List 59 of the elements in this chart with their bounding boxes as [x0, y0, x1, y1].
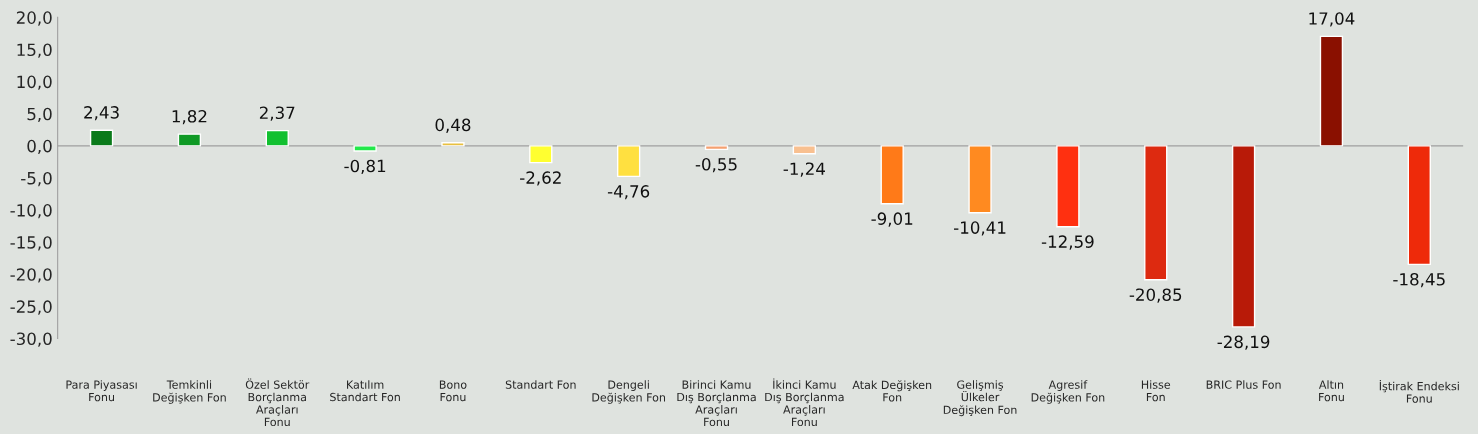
data-label: 2,37 — [259, 106, 295, 121]
bar — [792, 145, 817, 155]
bar — [177, 133, 202, 147]
x-tick-label: Bono Fonu — [439, 380, 467, 402]
data-label: -28,19 — [1217, 335, 1270, 350]
x-tick-label: Birinci Kamu Dış Borçlanma Araçları Fonu — [677, 380, 756, 427]
bar — [1231, 145, 1256, 328]
data-label: -18,45 — [1393, 272, 1445, 288]
data-label: -9,01 — [871, 212, 913, 227]
bar — [441, 142, 465, 147]
x-tick-label: BRIC Plus Fon — [1206, 380, 1281, 389]
bar — [1407, 145, 1431, 266]
x-tick-label: Temkinli Değişken Fon — [153, 380, 226, 404]
bar — [968, 145, 992, 214]
x-tick-label: Atak Değişken Fon — [852, 380, 932, 402]
data-label: -0,55 — [695, 157, 737, 173]
y-tick-label: 0,0 — [27, 139, 52, 155]
y-tick-label: 5,0 — [27, 107, 52, 122]
data-label: 0,48 — [435, 118, 471, 133]
y-tick-label: -15,0 — [10, 236, 52, 251]
data-label: 2,43 — [84, 106, 119, 121]
x-tick-label: Altın Fonu — [1318, 380, 1344, 402]
bar — [1144, 145, 1168, 281]
x-tick-label: Özel Sektör Borçlanma Araçları Fonu — [245, 378, 310, 427]
y-tick-label: -25,0 — [10, 300, 52, 315]
x-tick-label: Dengeli Değişken Fon — [592, 380, 666, 404]
data-label: -12,59 — [1041, 235, 1094, 250]
y-tick-label: -5,0 — [21, 171, 52, 187]
x-tick-label: Agresif Değişken Fon — [1031, 380, 1105, 404]
x-tick-label: İkinci Kamu Dış Borçlanma Araçları Fonu — [765, 378, 844, 427]
bar — [353, 145, 377, 152]
bar — [265, 129, 289, 147]
data-label: -4,76 — [607, 185, 650, 200]
data-label: -1,24 — [783, 162, 825, 177]
bar — [1056, 145, 1080, 228]
x-tick-label: Gelişmiş Ülkeler Değişken Fon — [943, 380, 1017, 417]
bar — [529, 145, 553, 164]
y-tick-label: -20,0 — [10, 268, 52, 283]
x-tick-label: Katılım Standart Fon — [330, 380, 400, 402]
x-tick-label: Hisse Fon — [1141, 380, 1171, 402]
data-label: -0,81 — [344, 159, 386, 174]
x-tick-label: Standart Fon — [505, 380, 576, 389]
bar — [704, 145, 729, 151]
data-label: -20,85 — [1129, 288, 1182, 303]
y-tick-label: -10,0 — [10, 204, 52, 219]
bar — [1319, 35, 1344, 147]
y-tick-label: 20,0 — [16, 11, 52, 26]
y-tick-label: 10,0 — [17, 75, 52, 90]
data-label: -10,41 — [954, 221, 1006, 236]
x-tick-label: Para Piyasası Fonu — [66, 380, 137, 402]
bar — [880, 145, 904, 205]
y-tick-label: 15,0 — [17, 43, 52, 58]
data-label: 1,82 — [172, 109, 207, 125]
bar — [89, 129, 114, 147]
x-tick-label: İştirak Endeksi Fonu — [1379, 380, 1459, 403]
data-label: 17,04 — [1309, 12, 1355, 27]
bar — [616, 145, 641, 178]
data-label: -2,62 — [520, 171, 561, 186]
y-tick-label: -30,0 — [10, 332, 52, 347]
